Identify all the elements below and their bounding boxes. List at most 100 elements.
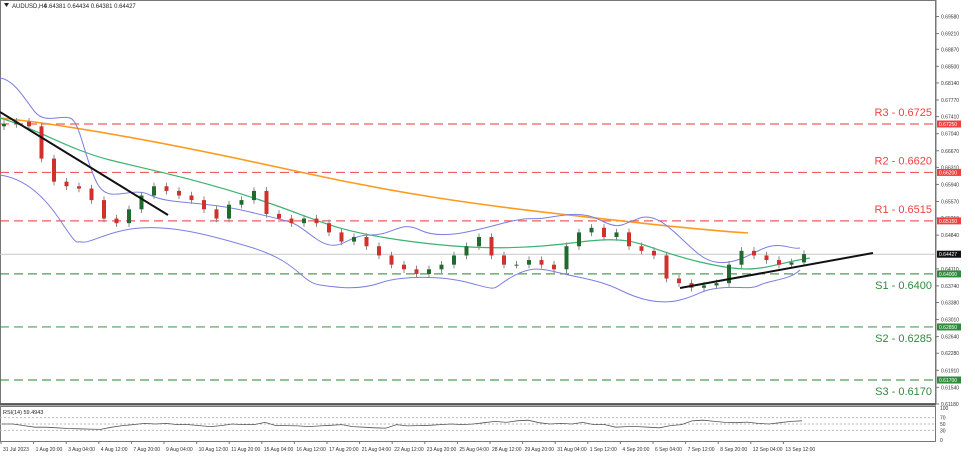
time-tick-label: 4 Aug 12:00 — [101, 447, 128, 453]
candle-body — [527, 260, 531, 265]
time-tick-label: 1 Sep 12:00 — [590, 447, 617, 453]
price-tick-label: 0.61180 — [941, 402, 959, 408]
candle-body — [477, 237, 481, 247]
time-tick-label: 9 Aug 04:00 — [166, 447, 193, 453]
price-tick-label: 0.62280 — [941, 351, 959, 357]
price-tick-label: 0.66310 — [941, 165, 959, 171]
time-tick-label: 12 Sep 04:00 — [753, 447, 783, 453]
time-tick-label: 15 Aug 04:00 — [264, 447, 294, 453]
candle-body — [627, 232, 631, 247]
uptrend-line — [679, 252, 874, 289]
price-tick-label: 0.63740 — [941, 284, 959, 290]
rsi-tick-label: 100 — [940, 406, 949, 412]
time-tick-label: 25 Aug 04:00 — [459, 447, 489, 453]
candle-body — [427, 269, 431, 274]
level-price-tag-text: 0.65150 — [939, 219, 957, 225]
candle-body — [452, 255, 456, 265]
indicator-lines — [0, 77, 811, 303]
candle-body — [139, 195, 144, 210]
candle-body — [314, 218, 319, 224]
ma-orange-line — [0, 117, 749, 234]
time-tick-label: 23 Aug 20:00 — [427, 447, 457, 453]
dropdown-triangle-icon[interactable] — [4, 3, 9, 7]
candle-body — [589, 227, 594, 233]
candle-body — [152, 186, 156, 196]
candle-body — [239, 200, 244, 205]
price-tick-label: 0.68870 — [941, 47, 959, 53]
rsi-label: RSI(14) 59.4943 — [3, 410, 43, 416]
price-tick-label: 0.65940 — [941, 182, 959, 188]
rsi-line — [2, 419, 803, 430]
downtrend-line — [0, 111, 169, 216]
candle-body — [339, 232, 344, 242]
candle-body — [27, 121, 31, 127]
current-price-tag — [937, 250, 961, 258]
bollinger-lower-line — [0, 174, 801, 303]
time-tick-label: 31 Jul 2023 — [3, 447, 29, 453]
time-tick-label: 10 Aug 12:00 — [199, 447, 229, 453]
candle-body — [777, 260, 781, 265]
candle-body — [364, 237, 369, 247]
candle-body — [127, 209, 131, 224]
ohlc-values: 0.64381 0.64434 0.64381 0.64427 — [44, 4, 136, 10]
price-tick-label: 0.61910 — [941, 368, 959, 374]
price-tick-label: 0.61540 — [941, 385, 959, 391]
level-label-s2: S2 - 0.6285 — [875, 333, 932, 345]
level-price-tag-text: 0.64000 — [939, 272, 957, 278]
time-tick-label: 3 Aug 04:00 — [68, 447, 95, 453]
support-resistance-levels: R3 - 0.6725 0.67250 R2 - 0.6620 0.66200 R1 -… — [0, 107, 961, 398]
candle-body — [52, 158, 56, 182]
level-label-r3: R3 - 0.6725 — [875, 107, 932, 119]
level-price-tag-text: 0.61700 — [939, 378, 957, 384]
candle-body — [802, 254, 806, 263]
time-axis: 31 Jul 2023 1 Aug 20:00 3 Aug 04:00 4 Aug 1… — [0, 441, 815, 453]
price-tick-label: 0.68140 — [941, 81, 959, 87]
candle-body — [377, 246, 381, 256]
candle-body — [552, 264, 556, 270]
time-tick-label: 21 Aug 04:00 — [362, 447, 392, 453]
candle-body — [327, 223, 331, 233]
candle-body — [664, 255, 669, 279]
level-label-s3: S3 - 0.6170 — [875, 386, 932, 398]
time-tick-label: 11 Aug 20:00 — [231, 447, 260, 453]
candle-body — [189, 195, 194, 201]
price-tick-label: 0.66670 — [941, 149, 959, 155]
time-tick-label: 7 Sep 12:00 — [688, 447, 715, 453]
candle-body — [214, 209, 219, 219]
time-tick-label: 8 Sep 20:00 — [720, 447, 747, 453]
candle-body — [264, 190, 269, 214]
candle-body — [714, 283, 719, 286]
ma-green-line — [0, 117, 811, 270]
level-price-tag — [937, 323, 961, 331]
price-tick-label: 0.67040 — [941, 132, 959, 138]
rsi-tick-label: 50 — [940, 422, 946, 428]
level-price-tag — [937, 168, 961, 176]
time-tick-label: 6 Sep 04:00 — [655, 447, 682, 453]
time-tick-label: 28 Aug 12:00 — [492, 447, 522, 453]
candle-body — [39, 126, 44, 159]
candle-body — [302, 218, 306, 224]
price-axis: 0.69580 0.69210 0.68870 0.68500 0.68140 0.677… — [935, 0, 959, 408]
candle-body — [539, 260, 544, 265]
candle-body — [202, 200, 206, 210]
candle-body — [639, 246, 644, 251]
candle-body — [114, 218, 119, 224]
candle-body — [464, 246, 469, 256]
current-price-tag-text: 0.64427 — [939, 252, 957, 258]
rsi-tick-label: 0 — [940, 438, 943, 444]
candle-body — [177, 190, 181, 196]
candlesticks — [2, 118, 806, 292]
candle-body — [352, 237, 356, 242]
candle-body — [752, 250, 756, 256]
price-tick-label: 0.64110 — [941, 267, 959, 273]
candle-body — [102, 200, 106, 219]
candle-body — [502, 255, 506, 265]
bollinger-upper-line — [0, 77, 801, 264]
time-tick-label: 22 Aug 12:00 — [394, 447, 424, 453]
candle-body — [602, 227, 606, 238]
candle-body — [514, 264, 519, 266]
candle-body — [577, 232, 581, 247]
candle-body — [489, 237, 494, 256]
candle-body — [227, 204, 231, 219]
